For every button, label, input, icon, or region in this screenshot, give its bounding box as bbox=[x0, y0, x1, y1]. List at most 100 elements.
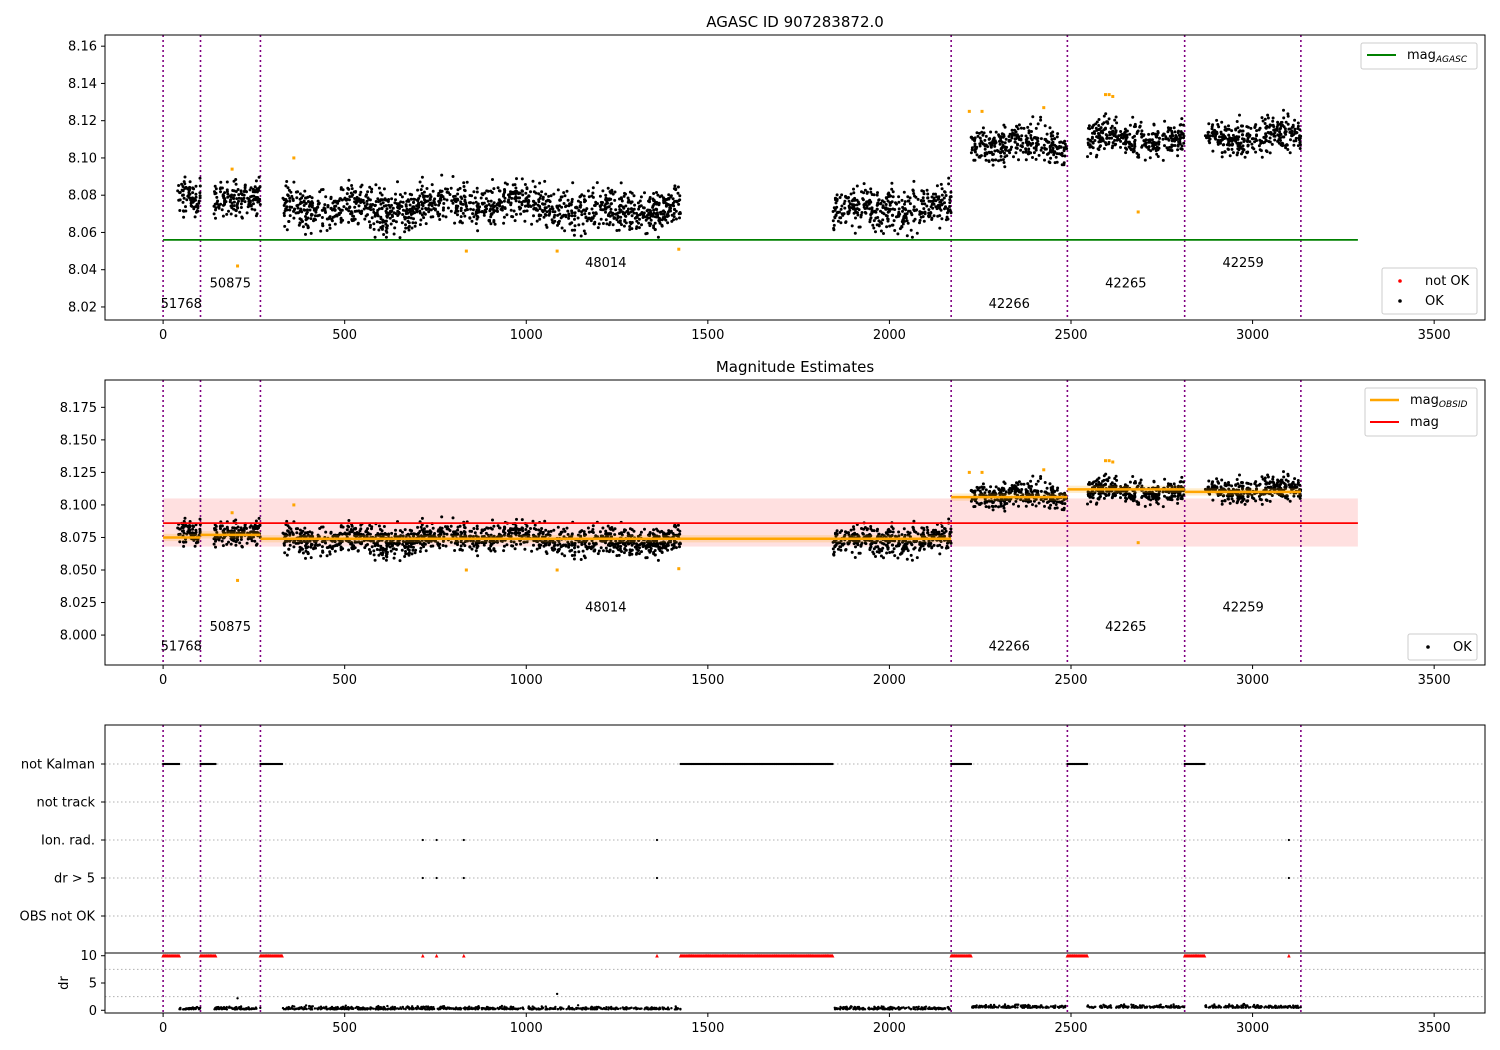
agasc-data-point bbox=[1282, 108, 1285, 112]
magnitude-data-point bbox=[922, 547, 926, 551]
agasc-data-point bbox=[1014, 151, 1018, 155]
agasc-data-point bbox=[302, 200, 306, 204]
agasc-data-point bbox=[978, 144, 982, 148]
agasc-data-point bbox=[651, 197, 655, 201]
agasc-data-point bbox=[1097, 124, 1101, 127]
agasc-data-point bbox=[571, 181, 575, 185]
agasc-data-point bbox=[893, 229, 897, 232]
agasc-data-point bbox=[430, 183, 434, 187]
agasc-data-point bbox=[1253, 140, 1257, 144]
agasc-data-point bbox=[256, 200, 260, 204]
agasc-data-point bbox=[879, 229, 883, 233]
agasc-data-point bbox=[407, 199, 411, 203]
agasc-data-point bbox=[850, 199, 854, 203]
agasc-panel: AGASC ID 907283872.0 5176850875480144226… bbox=[68, 13, 1486, 343]
agasc-data-point bbox=[906, 221, 910, 225]
agasc-data-point bbox=[573, 214, 577, 218]
agasc-data-point bbox=[396, 180, 399, 184]
agasc-data-point bbox=[433, 207, 437, 211]
agasc-data-point bbox=[413, 211, 417, 215]
agasc-data-point bbox=[285, 199, 289, 203]
magnitude-data-point bbox=[379, 544, 383, 548]
magnitude-data-point bbox=[306, 552, 310, 556]
agasc-data-point bbox=[297, 223, 301, 227]
agasc-data-point bbox=[1264, 134, 1268, 137]
agasc-data-point bbox=[245, 211, 249, 215]
agasc-data-point bbox=[589, 219, 593, 223]
agasc-data-point bbox=[981, 126, 985, 130]
magnitude-data-point bbox=[347, 519, 351, 522]
agasc-data-point bbox=[671, 197, 675, 201]
magnitude-data-point bbox=[404, 542, 408, 546]
agasc-data-point bbox=[1271, 116, 1275, 120]
magnitude-data-point bbox=[325, 546, 329, 550]
agasc-data-point bbox=[1015, 133, 1019, 137]
agasc-data-point bbox=[495, 206, 499, 210]
agasc-data-point bbox=[570, 197, 574, 201]
agasc-data-point bbox=[1148, 156, 1152, 160]
agasc-data-point bbox=[284, 184, 288, 188]
agasc-data-point bbox=[1138, 124, 1142, 128]
agasc-data-point bbox=[548, 200, 552, 204]
agasc-data-point bbox=[1026, 152, 1030, 156]
agasc-data-point bbox=[550, 205, 554, 209]
magnitude-data-point bbox=[444, 544, 448, 548]
agasc-data-point bbox=[1230, 143, 1234, 147]
agasc-data-point bbox=[1002, 161, 1006, 164]
agasc-data-point bbox=[606, 205, 609, 209]
agasc-data-point bbox=[448, 193, 452, 196]
agasc-data-point bbox=[918, 218, 922, 222]
agasc-data-point bbox=[1000, 146, 1003, 150]
agasc-data-point bbox=[1001, 149, 1005, 153]
agasc-data-point bbox=[465, 180, 469, 184]
agasc-data-point bbox=[337, 212, 341, 215]
agasc-data-point bbox=[1208, 137, 1212, 141]
magnitude-data-point bbox=[234, 518, 238, 522]
agasc-data-point bbox=[438, 218, 442, 221]
agasc-data-point bbox=[372, 222, 376, 226]
agasc-data-point bbox=[304, 232, 307, 236]
agasc-data-point bbox=[212, 204, 216, 208]
magnitude-data-point bbox=[255, 542, 259, 546]
agasc-data-point bbox=[872, 219, 876, 223]
agasc-data-point bbox=[637, 226, 641, 230]
magnitude-data-point bbox=[460, 548, 464, 552]
agasc-data-point bbox=[1114, 115, 1118, 119]
agasc-data-point bbox=[1060, 163, 1064, 167]
agasc-data-point bbox=[587, 195, 591, 199]
agasc-data-point bbox=[232, 207, 236, 211]
agasc-data-point bbox=[481, 202, 485, 206]
magnitude-data-point bbox=[925, 525, 929, 529]
agasc-data-point bbox=[242, 193, 246, 197]
agasc-data-point bbox=[1222, 143, 1226, 147]
agasc-data-point bbox=[1172, 126, 1176, 130]
agasc-data-point bbox=[543, 179, 547, 183]
agasc-data-point bbox=[567, 212, 571, 216]
agasc-data-point bbox=[922, 192, 926, 196]
agasc-data-point bbox=[570, 214, 574, 218]
agasc-data-point bbox=[1111, 141, 1115, 145]
magnitude-data-point bbox=[451, 516, 455, 520]
agasc-data-point bbox=[651, 204, 655, 208]
agasc-data-point bbox=[282, 211, 286, 215]
agasc-data-point bbox=[178, 209, 182, 212]
agasc-data-point bbox=[597, 222, 601, 226]
magnitude-data-point bbox=[441, 544, 445, 547]
agasc-data-point bbox=[1007, 135, 1011, 138]
agasc-data-point bbox=[875, 193, 879, 197]
agasc-data-point bbox=[1139, 120, 1143, 124]
agasc-data-point bbox=[503, 196, 507, 200]
agasc-data-point bbox=[492, 220, 496, 224]
agasc-data-point bbox=[1297, 138, 1301, 142]
magnitude-data-point bbox=[541, 530, 545, 534]
agasc-data-point bbox=[622, 194, 626, 198]
magnitude-data-point bbox=[489, 526, 493, 530]
magnitude-data-point bbox=[948, 530, 952, 534]
agasc-data-point bbox=[257, 189, 260, 192]
agasc-data-point bbox=[544, 223, 548, 227]
agasc-data-point bbox=[359, 200, 363, 204]
agasc-data-point bbox=[1166, 126, 1170, 130]
magnitude-data-point bbox=[370, 545, 374, 549]
magnitude-data-point bbox=[254, 519, 258, 523]
agasc-data-point bbox=[1182, 141, 1186, 145]
